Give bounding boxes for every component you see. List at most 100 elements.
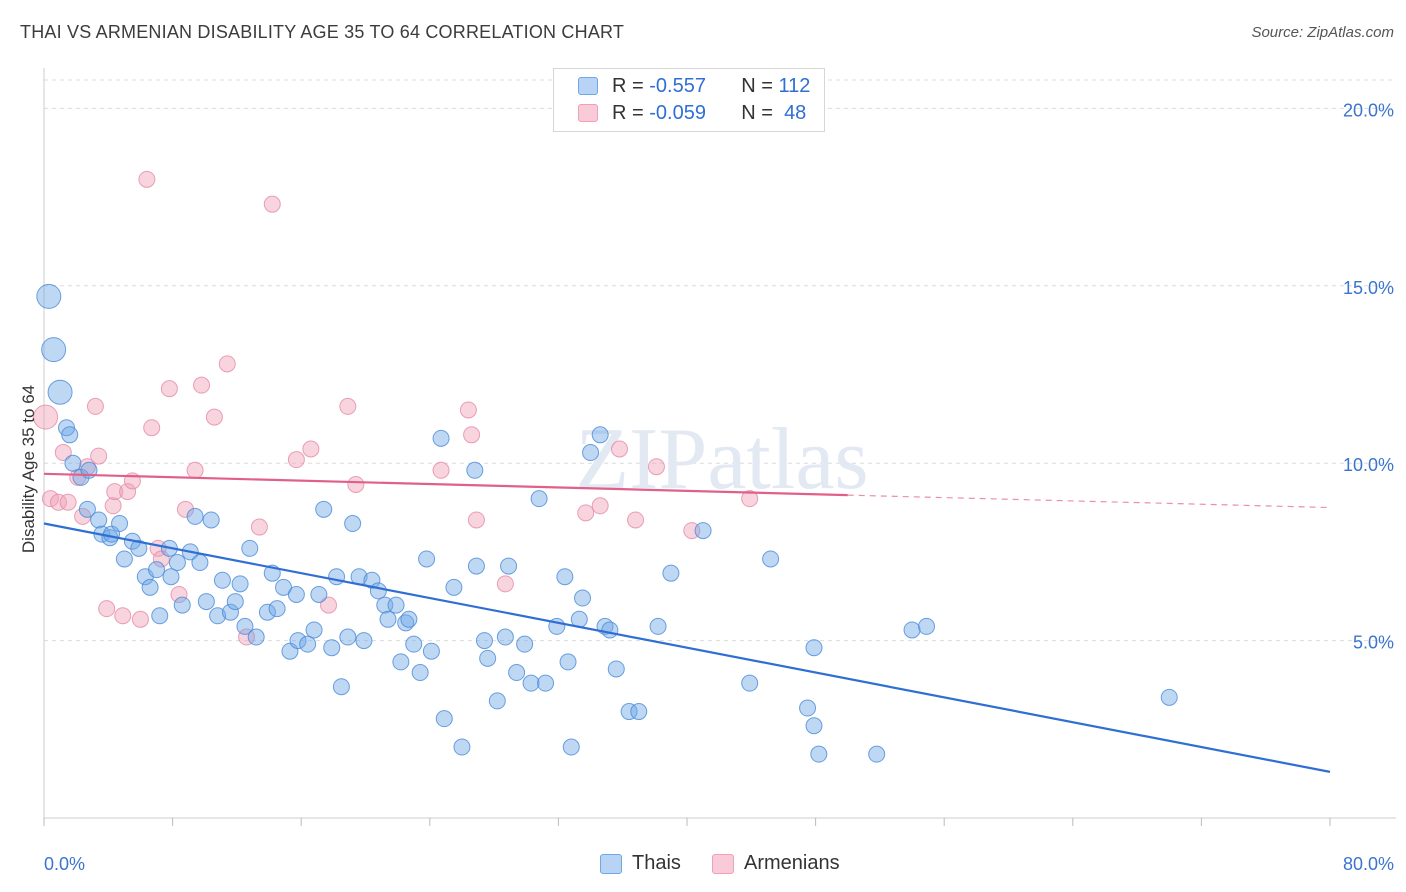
armenians-point xyxy=(627,511,645,529)
thais-point xyxy=(762,550,780,568)
armenians-point xyxy=(193,376,211,394)
thais-point xyxy=(315,500,333,518)
correlation-legend: R = -0.557 N = 112 R = -0.059 N = 48 xyxy=(553,68,825,132)
armenians-point xyxy=(463,426,481,444)
thais-point xyxy=(741,674,759,692)
armenians-swatch xyxy=(578,104,598,122)
thais-point xyxy=(36,283,62,309)
thais-point xyxy=(694,522,712,540)
armenians-point xyxy=(741,490,759,508)
thais-point xyxy=(168,554,186,572)
thais-point xyxy=(287,585,305,603)
thais-point xyxy=(405,635,423,653)
y-axis-label: Disability Age 35 to 64 xyxy=(19,385,38,553)
thais-point xyxy=(466,461,484,479)
armenians-point xyxy=(347,475,365,493)
thais-point xyxy=(305,621,323,639)
y-tick-label: 10.0% xyxy=(1343,455,1394,475)
thais-point xyxy=(173,596,191,614)
thais-point xyxy=(496,628,514,646)
armenians-point xyxy=(86,397,104,415)
armenians-point xyxy=(54,444,72,462)
y-tick-label: 5.0% xyxy=(1353,633,1394,653)
legend-label-armenians: Armenians xyxy=(744,852,840,874)
y-tick-label: 20.0% xyxy=(1343,100,1394,120)
thais-point xyxy=(369,582,387,600)
thais-point xyxy=(226,593,244,611)
thais-point xyxy=(191,554,209,572)
armenians-point xyxy=(577,504,595,522)
axes xyxy=(43,68,1396,826)
armenians-point xyxy=(41,490,59,508)
legend-r-label: R = xyxy=(612,101,644,124)
thais-point xyxy=(209,607,227,625)
armenians-point xyxy=(104,497,122,515)
thais-point xyxy=(422,642,440,660)
thais-point xyxy=(162,568,180,586)
armenians-point xyxy=(610,440,628,458)
thais-point xyxy=(630,703,648,721)
thais-point xyxy=(530,490,548,508)
thais-point xyxy=(903,621,921,639)
thais-point xyxy=(213,571,231,589)
thais-point xyxy=(115,550,133,568)
thais-point xyxy=(868,745,886,763)
legend-r-label: R = xyxy=(612,74,644,97)
thais-point xyxy=(400,610,418,628)
thais-point xyxy=(799,699,817,717)
legend-label-thais: Thais xyxy=(632,852,681,874)
legend-n-value: 48 xyxy=(784,101,807,124)
thais-point xyxy=(479,649,497,667)
legend-r-value: -0.059 xyxy=(649,101,706,124)
armenians-point xyxy=(459,401,477,419)
armenians-point xyxy=(176,500,194,518)
legend-item-armenians[interactable]: Armenians xyxy=(712,852,840,875)
armenians-point xyxy=(250,518,268,536)
thais-point xyxy=(379,610,397,628)
armenians-point xyxy=(432,461,450,479)
armenians-trend-extension xyxy=(847,494,1331,509)
armenians-point xyxy=(591,497,609,515)
y-tick-label: 15.0% xyxy=(1343,278,1394,298)
armenians-point xyxy=(647,458,665,476)
armenians-point xyxy=(302,440,320,458)
legend-n-label: N = xyxy=(741,74,773,97)
thais-point xyxy=(649,617,667,635)
legend-r-value: -0.557 xyxy=(649,74,706,97)
legend-item-thais[interactable]: Thais xyxy=(600,852,681,875)
armenians-point xyxy=(49,493,67,511)
thais-point xyxy=(41,337,67,363)
thais-point xyxy=(61,426,79,444)
thais-point xyxy=(508,664,526,682)
x-tick-label: 80.0% xyxy=(1343,854,1394,874)
thais-point xyxy=(310,585,328,603)
armenians-point xyxy=(263,195,281,213)
axis-labels: 5.0% 10.0% 15.0% 20.0% 0.0% 80.0% Disability A… xyxy=(19,100,1394,874)
armenians-point xyxy=(320,596,338,614)
source-label: Source: ZipAtlas.com xyxy=(1251,24,1394,41)
thais-swatch xyxy=(578,77,598,95)
thais-point xyxy=(620,703,638,721)
thais-point xyxy=(323,639,341,657)
thais-point xyxy=(488,692,506,710)
thais-point xyxy=(445,578,463,596)
armenians-point xyxy=(287,451,305,469)
thais-point xyxy=(607,660,625,678)
armenians-point xyxy=(186,461,204,479)
thais-point xyxy=(339,628,357,646)
thais-point xyxy=(556,568,574,586)
thais-point xyxy=(574,589,592,607)
thais-point xyxy=(64,454,82,472)
thais-point xyxy=(47,379,73,405)
thais-point xyxy=(247,628,265,646)
thais-point xyxy=(111,515,129,533)
gridlines xyxy=(44,79,1396,642)
x-tick-label: 0.0% xyxy=(44,854,85,874)
thais-trend-line xyxy=(43,522,1331,773)
thais-point xyxy=(148,561,166,579)
thais-point xyxy=(453,738,471,756)
trend-lines xyxy=(43,472,1331,773)
thais-point xyxy=(151,607,169,625)
thais-point xyxy=(90,511,108,529)
